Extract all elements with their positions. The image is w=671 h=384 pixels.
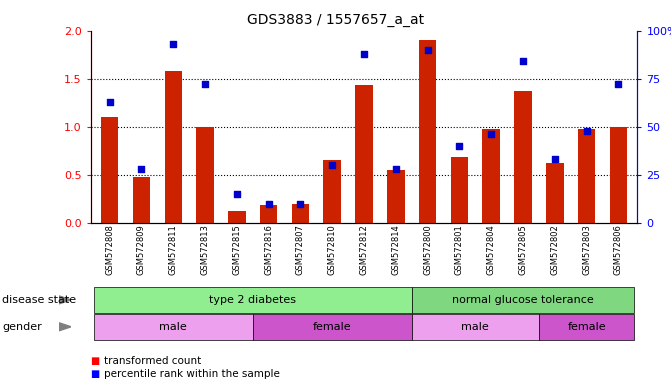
Point	[358, 51, 369, 57]
Polygon shape	[59, 323, 71, 331]
Text: female: female	[313, 322, 352, 332]
Bar	[133, 177, 150, 223]
Text: ■: ■	[91, 369, 100, 379]
Bar	[578, 129, 595, 223]
Bar	[514, 91, 531, 223]
Bar	[610, 127, 627, 223]
Point	[231, 191, 242, 197]
Bar	[164, 71, 182, 223]
Point	[486, 131, 497, 137]
Bar	[546, 163, 564, 223]
Point	[613, 81, 624, 88]
Polygon shape	[59, 296, 71, 304]
Point	[391, 166, 401, 172]
Bar	[482, 129, 500, 223]
Point	[200, 81, 211, 88]
Bar	[451, 157, 468, 223]
Point	[104, 99, 115, 105]
Text: male: male	[160, 322, 187, 332]
Bar	[292, 204, 309, 223]
Text: GDS3883 / 1557657_a_at: GDS3883 / 1557657_a_at	[247, 13, 424, 27]
Text: disease state: disease state	[2, 295, 76, 305]
Text: ■: ■	[91, 356, 100, 366]
Point	[454, 143, 465, 149]
Point	[295, 200, 306, 207]
Text: gender: gender	[2, 322, 42, 332]
Bar	[260, 205, 277, 223]
Bar	[387, 170, 405, 223]
Text: type 2 diabetes: type 2 diabetes	[209, 295, 296, 305]
Point	[136, 166, 147, 172]
Point	[550, 156, 560, 162]
Point	[327, 162, 338, 168]
Bar	[197, 127, 214, 223]
Text: female: female	[567, 322, 606, 332]
Text: normal glucose tolerance: normal glucose tolerance	[452, 295, 594, 305]
Bar	[355, 86, 373, 223]
Bar	[419, 40, 436, 223]
Point	[168, 41, 178, 47]
Bar	[228, 211, 246, 223]
Point	[517, 58, 528, 65]
Point	[581, 127, 592, 134]
Text: male: male	[462, 322, 489, 332]
Text: percentile rank within the sample: percentile rank within the sample	[104, 369, 280, 379]
Text: transformed count: transformed count	[104, 356, 201, 366]
Bar	[323, 161, 341, 223]
Point	[263, 200, 274, 207]
Bar	[101, 117, 118, 223]
Point	[422, 47, 433, 53]
